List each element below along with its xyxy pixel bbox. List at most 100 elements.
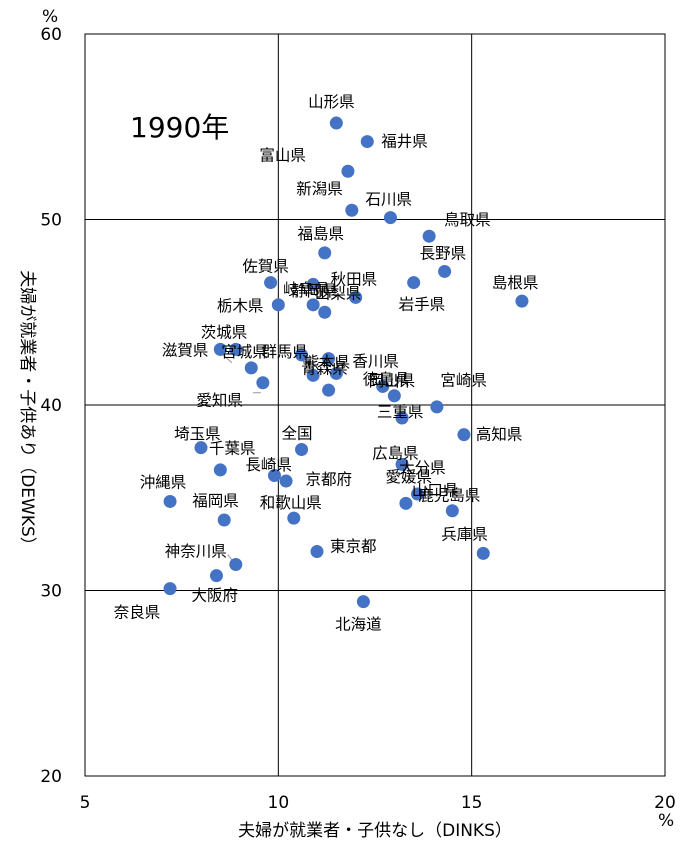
point-label: 福岡県 [192,492,239,510]
point-label: 宮城県 [221,343,268,361]
point-label: 奈良県 [114,604,161,622]
point-label: 東京都 [330,538,377,556]
point-label: 茨城県 [201,323,248,341]
x-tick-label: 15 [461,793,483,813]
data-point [515,294,529,308]
data-point [163,494,177,508]
data-point [229,558,243,572]
point-label: 長野県 [420,244,467,262]
data-point [229,342,243,356]
point-label: 熊本県 [304,354,351,372]
data-point [329,366,343,380]
point-label: 島根県 [492,274,539,292]
point-label: 山口県 [412,481,459,499]
data-point [306,277,320,291]
data-point [264,276,278,290]
data-point [457,428,471,442]
point-label: 鳥取県 [444,211,491,229]
point-label: 青森県 [301,359,348,377]
x-tick-label: 5 [80,793,91,813]
point-label: 大分県 [399,459,446,477]
data-point [163,582,177,596]
data-point [267,468,281,482]
point-label: 愛媛県 [386,468,433,486]
data-point [217,513,231,527]
chart-title: 1990年 [130,111,229,144]
point-label: 鹿児島県 [418,487,480,505]
y-tick-label: 30 [40,582,62,602]
y-tick-label: 50 [40,211,62,231]
point-label: 埼玉県 [174,425,221,443]
data-point [395,457,409,471]
data-point [422,229,436,243]
point-label: 石川県 [365,191,412,209]
data-point [387,389,401,403]
y-unit-label: % [42,7,58,27]
x-unit-label: % [658,811,674,831]
plot-frame [84,33,666,777]
data-point [306,298,320,312]
data-point [244,361,258,375]
data-point [310,545,324,559]
y-tick-label: 60 [40,25,62,45]
point-label: 群馬県 [262,343,309,361]
x-axis-title: 夫婦が就業者・子供なし（DINKS） [238,821,512,841]
point-label: 高知県 [476,426,523,444]
data-point [329,116,343,130]
point-label: 福島県 [297,225,344,243]
x-tick-label: 10 [268,793,290,813]
data-point [322,352,336,366]
data-point [395,411,409,425]
point-label: 岡山県 [369,372,416,390]
point-label: 和歌山県 [260,494,322,512]
data-point [295,348,309,362]
data-point [349,290,363,304]
y-tick-label: 20 [40,767,62,787]
data-point [256,376,270,390]
point-label: 北海道 [335,616,382,634]
data-point [213,342,227,356]
point-label: 山梨県 [315,284,362,302]
point-label: 秋田県 [331,270,378,288]
data-point [407,276,421,290]
data-point [209,569,223,583]
point-label: 全国 [282,425,313,443]
data-point [356,595,370,609]
data-point [376,379,390,393]
data-point [341,164,355,178]
point-label: 岐阜県 [283,280,330,298]
data-point [476,546,490,560]
data-point [411,487,425,501]
x-tick-labels: 5 10 15 20 [80,793,676,813]
point-label: 宮崎県 [440,372,487,390]
point-label: 長崎県 [245,456,292,474]
point-label: 栃木県 [217,297,264,315]
point-label: 三重県 [377,403,424,421]
point-label: 愛知県 [196,392,243,410]
data-point [318,305,332,319]
point-label: 新潟県 [296,180,343,198]
data-point [213,463,227,477]
point-label: 岩手県 [399,296,446,314]
point-label: 静岡県 [291,282,338,300]
data-point [322,383,336,397]
point-label: 福井県 [381,133,428,151]
x-tick-label: 20 [654,793,676,813]
point-label: 佐賀県 [242,258,289,276]
y-tick-label: 40 [40,396,62,416]
point-label: 徳島県 [363,370,410,388]
point-label: 広島県 [372,444,419,462]
data-point [287,511,301,525]
point-label: 千葉県 [209,440,256,458]
data-point [295,443,309,457]
data-point [271,298,285,312]
data-point [360,135,374,149]
point-label: 神奈川県 [165,543,227,561]
y-axis-title: 夫婦が就業者・子供あり（DEWKS） [17,270,37,554]
data-point [318,246,332,260]
data-point [445,504,459,518]
data-point [279,474,293,488]
y-tick-labels: 20 30 40 50 60 [40,25,62,787]
data-point [399,496,413,510]
